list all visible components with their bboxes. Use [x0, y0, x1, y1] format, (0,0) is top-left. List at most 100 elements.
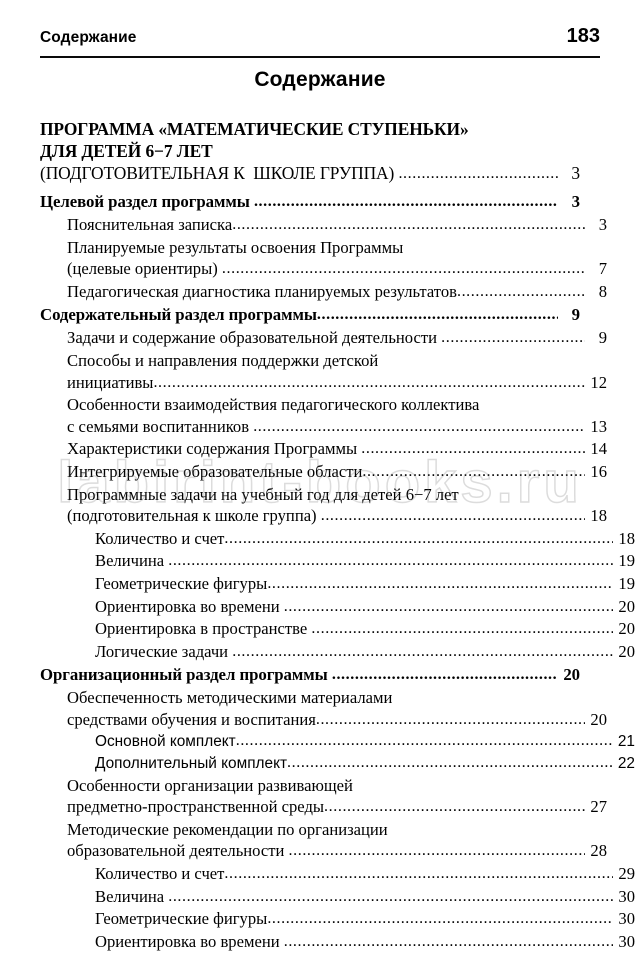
toc-entry-label: Планируемые результаты освоения Программ… [67, 237, 404, 257]
toc-heading-text: ДЛЯ ДЕТЕЙ 6−7 ЛЕТ [40, 141, 213, 161]
toc-entry-level2[interactable]: средствами обучения и воспитания 20 [40, 709, 607, 732]
toc-entry-label: Геометрические фигуры [95, 909, 268, 929]
toc-entry-label: инициативы [67, 372, 154, 392]
leader-dots [398, 162, 558, 185]
toc-entry-label: Логические задачи [95, 641, 233, 661]
toc-entry-label: образовательной деятельности [67, 841, 289, 861]
toc-entry-level3[interactable]: Количество и счет 18 [40, 528, 635, 551]
leader-dots [267, 908, 613, 930]
toc-entry-level2[interactable]: Планируемые результаты освоения Программ… [40, 237, 607, 259]
toc-entry-level3[interactable]: Количество и счет 29 [40, 863, 635, 886]
toc-entry-level2[interactable]: предметно-пространственной среды 27 [40, 796, 607, 819]
toc-entry-label: Целевой раздел программы [40, 192, 254, 211]
toc-entry-label: Характеристики содержания Программы [67, 439, 362, 459]
toc-entry-level1[interactable]: Организационный раздел программы 20 [40, 663, 580, 687]
leader-dots [311, 618, 613, 640]
toc-page-number: 12 [590, 372, 607, 392]
toc-page-number: 22 [617, 755, 635, 773]
toc-entry-label: Пояснительная записка [67, 215, 233, 234]
toc-page-number: 16 [590, 461, 607, 481]
toc-entry-label: (целевые ориентиры) [67, 259, 222, 279]
toc-page-number: 14 [590, 439, 607, 459]
leader-dots [168, 550, 613, 572]
toc-entry-label: средствами обучения и воспитания [67, 709, 316, 729]
toc-entry-level3[interactable]: Основной комплект 21 [40, 731, 635, 753]
table-of-contents: ПРОГРАММА «МАТЕМАТИЧЕСКИЕ СТУПЕНЬКИ» ДЛЯ… [40, 118, 635, 953]
toc-entry-level2[interactable]: Обеспеченность методическими материалами [40, 687, 607, 709]
toc-page-number: 20 [563, 665, 580, 685]
toc-entry-level3[interactable]: Величина 30 [40, 886, 635, 909]
toc-page-number: 27 [590, 797, 607, 817]
leader-dots [253, 416, 585, 438]
leader-dots [284, 596, 613, 618]
leader-dots [457, 281, 585, 303]
toc-entry-level2[interactable]: инициативы 12 [40, 372, 607, 395]
toc-page-number: 29 [618, 864, 635, 884]
toc-entry-level2[interactable]: Характеристики содержания Программы 14 [40, 438, 607, 461]
toc-entry-level2[interactable]: с семьями воспитанников 13 [40, 416, 607, 439]
toc-entry-label: Способы и направления поддержки детской [67, 350, 379, 370]
leader-dots [222, 258, 585, 280]
toc-entry-level2[interactable]: образовательной деятельности 28 [40, 840, 607, 863]
running-head-page-number: 183 [566, 25, 600, 47]
toc-page-number: 20 [590, 709, 607, 729]
page-title: Содержание [254, 68, 386, 91]
leader-dots [267, 573, 613, 595]
toc-entry-level2[interactable]: Особенности организации развивающей [40, 775, 607, 797]
toc-entry-level1[interactable]: Целевой раздел программы 3 [40, 190, 580, 214]
toc-entry-level2[interactable]: Способы и направления поддержки детской [40, 350, 607, 372]
toc-entry-level3[interactable]: Величина 19 [40, 550, 635, 573]
toc-entry-label: Задачи и содержание образовательной деят… [67, 328, 442, 348]
toc-page-number: 20 [618, 619, 635, 639]
leader-dots [232, 214, 585, 236]
toc-entry-level3[interactable]: Геометрические фигуры 19 [40, 573, 635, 596]
toc-entry-label: Интегрируемые образовательные области [67, 461, 363, 481]
toc-entry-level2[interactable]: Пояснительная записка 3 [40, 214, 607, 237]
toc-entry-level2[interactable]: Интегрируемые образовательные области 16 [40, 461, 607, 484]
leader-dots [284, 931, 613, 953]
leader-dots [153, 372, 585, 394]
toc-entry-level3[interactable]: Геометрические фигуры 30 [40, 908, 635, 931]
toc-entry-label: Основной комплект [95, 733, 236, 751]
toc-entry-level3[interactable]: Логические задачи 20 [40, 641, 635, 664]
leader-dots [232, 641, 613, 663]
toc-page-number: 30 [618, 886, 635, 906]
toc-page-number: 21 [617, 733, 635, 751]
toc-entry-level3[interactable]: Ориентировка во времени 20 [40, 596, 635, 619]
toc-entry-label: (подготовительная к школе группа) [67, 506, 321, 526]
leader-dots [321, 505, 585, 527]
toc-page-number: 19 [618, 573, 635, 593]
leader-dots [168, 886, 613, 908]
leader-dots [289, 840, 585, 862]
toc-page-number: 18 [590, 506, 607, 526]
toc-heading-line: ПРОГРАММА «МАТЕМАТИЧЕСКИЕ СТУПЕНЬКИ» [40, 118, 580, 140]
toc-entry-level1[interactable]: Содержательный раздел программы 9 [40, 303, 580, 327]
toc-entry-level2[interactable]: Особенности взаимодействия педагогическо… [40, 394, 607, 416]
toc-entry-level2[interactable]: (целевые ориентиры) 7 [40, 258, 607, 281]
leader-dots [324, 796, 585, 818]
toc-entry-level2[interactable]: (подготовительная к школе группа) 18 [40, 505, 607, 528]
toc-entry-label: Обеспеченность методическими материалами [67, 688, 393, 708]
leader-dots [287, 752, 613, 774]
toc-entry-label: Количество и счет [95, 528, 225, 548]
toc-entry-level3[interactable]: Ориентировка во времени 30 [40, 931, 635, 954]
leader-dots [254, 190, 558, 213]
toc-entry-level2[interactable]: Программные задачи на учебный год для де… [40, 484, 607, 506]
toc-page-number: 19 [618, 551, 635, 571]
toc-entry-level2[interactable]: Методические рекомендации по организации [40, 819, 607, 841]
toc-page-number: 7 [598, 259, 607, 279]
toc-entry-level2[interactable]: Педагогическая диагностика планируемых р… [40, 281, 607, 304]
toc-entry-label: предметно-пространственной среды [67, 797, 325, 817]
leader-dots [332, 663, 558, 686]
toc-page-number: 20 [618, 596, 635, 616]
toc-entry-level3[interactable]: Дополнительный комплект 22 [40, 753, 635, 775]
running-head: Содержание 183 [40, 26, 600, 56]
toc-page-number: 3 [571, 163, 580, 183]
toc-entry-level2[interactable]: Задачи и содержание образовательной деят… [40, 327, 607, 350]
toc-heading-line[interactable]: (ПОДГОТОВИТЕЛЬНАЯ К ШКОЛЕ ГРУППА) 3 [40, 162, 580, 186]
toc-entry-label: с семьями воспитанников [67, 416, 254, 436]
toc-entry-level3[interactable]: Ориентировка в пространстве 20 [40, 618, 635, 641]
leader-dots [317, 303, 558, 326]
toc-page-number: 30 [618, 909, 635, 929]
